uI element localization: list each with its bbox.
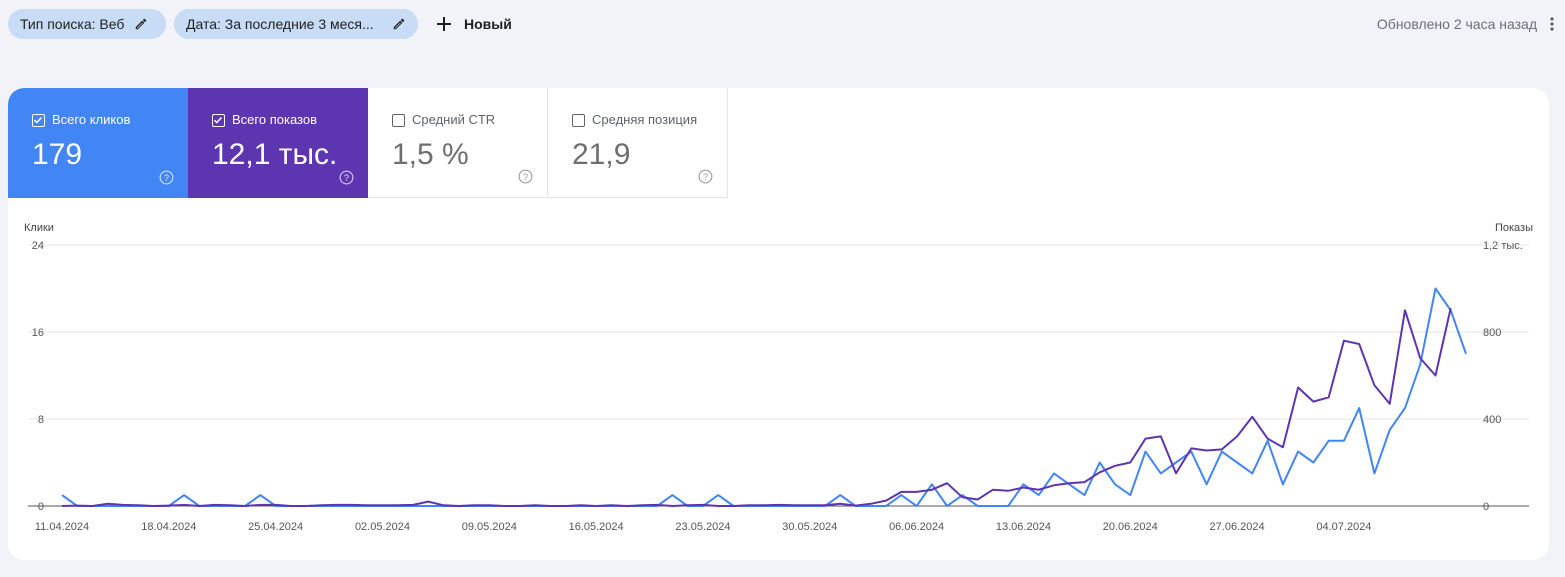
new-filter-label: Новый xyxy=(464,16,512,32)
x-tick-label: 25.04.2024 xyxy=(248,521,304,533)
metric-value: 179 xyxy=(32,138,83,171)
checkbox-unchecked-icon[interactable] xyxy=(572,113,585,127)
help-icon[interactable]: ? xyxy=(159,170,174,185)
metric-label: Всего показов xyxy=(232,112,317,127)
checkbox-unchecked-icon[interactable] xyxy=(392,113,405,127)
y-left-tick-label: 16 xyxy=(31,327,44,339)
checkbox-checked-icon[interactable] xyxy=(212,113,225,127)
y-right-tick-label: 800 xyxy=(1483,327,1502,339)
edit-pencil-icon xyxy=(136,18,147,30)
date-filter-label: Дата: За последние 3 меся... xyxy=(186,16,374,32)
y-left-tick-label: 0 xyxy=(37,501,44,513)
metric-label: Всего кликов xyxy=(52,112,131,127)
x-tick-label: 16.05.2024 xyxy=(568,521,624,533)
search-type-filter-label: Тип поиска: Веб xyxy=(20,16,125,32)
y-left-tick-label: 24 xyxy=(31,240,44,252)
y-right-tick-label: 1,2 тыс. xyxy=(1483,240,1523,252)
help-icon[interactable]: ? xyxy=(518,169,533,184)
metric-label: Средняя позиция xyxy=(592,112,698,127)
performance-card: Всего кликов 179 ? Всего показов 12,1 ты… xyxy=(8,88,1549,560)
x-tick-label: 13.06.2024 xyxy=(995,521,1051,533)
edit-pencil-icon xyxy=(393,18,405,30)
metric-label: Средний CTR xyxy=(412,112,496,127)
x-tick-label: 04.07.2024 xyxy=(1316,521,1372,533)
metric-value: 12,1 тыс. xyxy=(212,138,338,171)
date-filter-chip[interactable]: Дата: За последние 3 меся... xyxy=(174,9,418,39)
last-updated-text: Обновлено 2 часа назад xyxy=(1376,16,1537,32)
metric-total-clicks[interactable]: Всего кликов 179 ? xyxy=(8,88,188,198)
checkbox-checked-icon[interactable] xyxy=(32,113,45,127)
new-filter-button[interactable]: Новый xyxy=(436,9,512,39)
help-icon[interactable]: ? xyxy=(698,169,713,184)
x-tick-label: 18.04.2024 xyxy=(141,521,197,533)
x-tick-label: 11.04.2024 xyxy=(34,521,90,533)
svg-text:?: ? xyxy=(344,173,349,183)
metric-average-ctr[interactable]: Средний CTR 1,5 % ? xyxy=(368,88,548,198)
y-left-tick-label: 8 xyxy=(37,414,44,426)
y-right-tick-label: 0 xyxy=(1483,501,1490,513)
y-axis-left-title: Клики xyxy=(24,222,54,234)
x-tick-label: 09.05.2024 xyxy=(461,521,517,533)
y-axis-right-title: Показы xyxy=(1494,222,1533,234)
svg-text:?: ? xyxy=(703,172,708,182)
performance-chart: Клики Показы 24 16 8 0 1,2 тыс. 800 400 … xyxy=(8,218,1549,548)
chart-plot-area xyxy=(28,244,1529,507)
metric-total-impressions[interactable]: Всего показов 12,1 тыс. ? xyxy=(188,88,368,198)
x-tick-label: 23.05.2024 xyxy=(675,521,731,533)
x-tick-label: 06.06.2024 xyxy=(889,521,945,533)
metric-value: 1,5 % xyxy=(392,138,469,171)
series-line-impressions xyxy=(61,307,1452,507)
metric-value: 21,9 xyxy=(572,138,631,171)
y-right-tick-label: 400 xyxy=(1483,414,1502,426)
plus-icon xyxy=(437,17,451,31)
svg-text:?: ? xyxy=(164,173,169,183)
svg-text:?: ? xyxy=(523,172,528,182)
filter-bar: Тип поиска: Веб Дата: За последние 3 мес… xyxy=(8,9,1565,39)
x-tick-label: 02.05.2024 xyxy=(354,521,410,533)
x-tick-label: 27.06.2024 xyxy=(1209,521,1265,533)
metric-average-position[interactable]: Средняя позиция 21,9 ? xyxy=(548,88,728,198)
series-line-clicks xyxy=(61,287,1467,507)
more-vert-icon[interactable] xyxy=(1544,16,1560,32)
help-icon[interactable]: ? xyxy=(339,170,354,185)
x-tick-label: 20.06.2024 xyxy=(1102,521,1158,533)
search-type-filter-chip[interactable]: Тип поиска: Веб xyxy=(8,9,166,39)
x-tick-label: 30.05.2024 xyxy=(782,521,838,533)
